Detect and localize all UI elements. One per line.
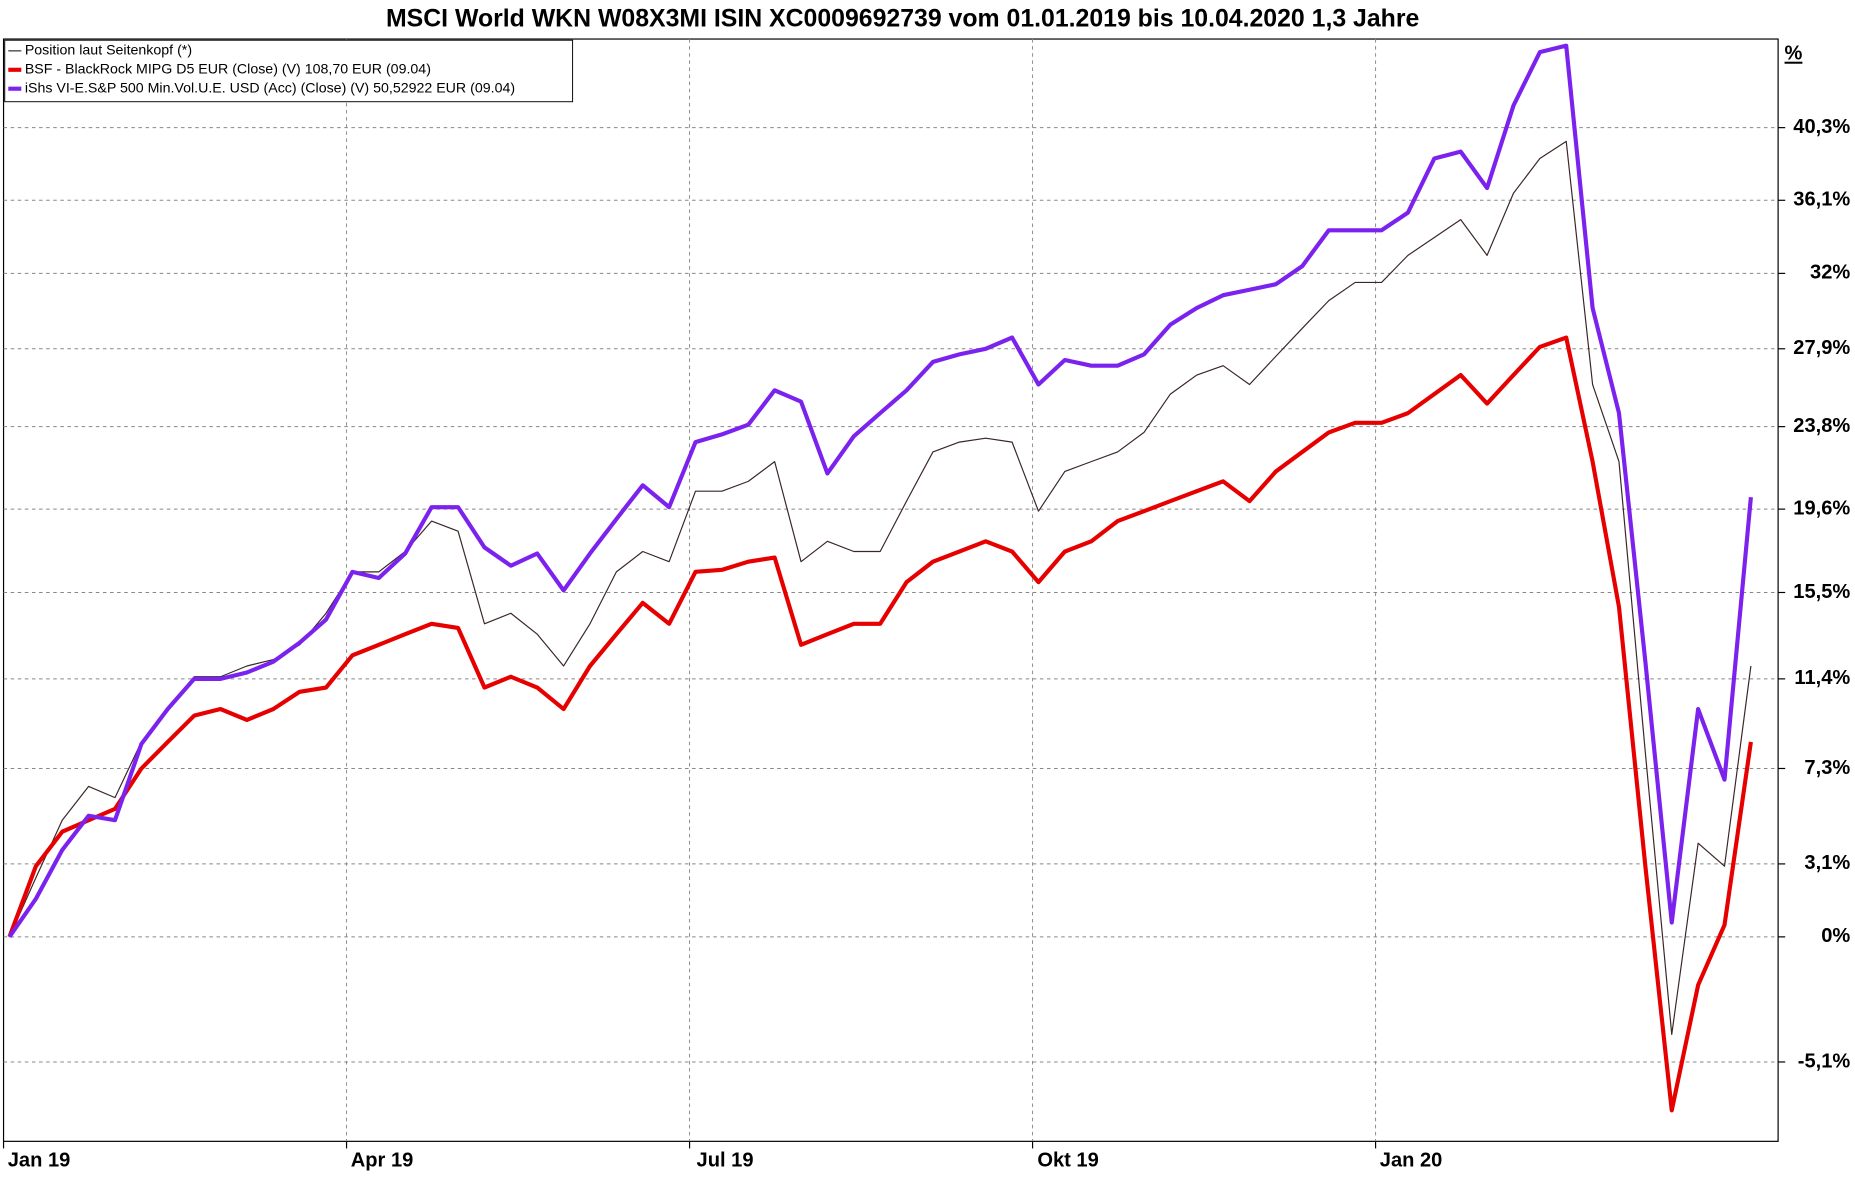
y-tick-label: 3,1% (1804, 852, 1850, 874)
y-axis-label: % (1785, 43, 1803, 65)
series-line (7, 43, 1753, 939)
y-tick-label: -5,1% (1798, 1050, 1851, 1072)
chart-title: MSCI World WKN W08X3MI ISIN XC0009692739… (386, 6, 1419, 33)
y-tick-label: 11,4% (1794, 667, 1850, 689)
y-tick-label: 7,3% (1804, 757, 1850, 779)
y-tick-label: 32% (1810, 262, 1850, 284)
x-tick-label: Jan 19 (8, 1150, 71, 1172)
x-tick-label: Jul 19 (697, 1150, 754, 1172)
legend-box (4, 39, 574, 103)
plot-frame (2, 38, 1779, 1142)
y-tick-label: 23,8% (1793, 415, 1850, 437)
y-tick-label: 40,3% (1793, 116, 1850, 138)
x-tick-label: Okt 19 (1037, 1150, 1098, 1172)
y-tick-label: 0% (1821, 925, 1850, 947)
legend-label: Position laut Seitenkopf (*) (25, 43, 192, 59)
x-tick-label: Jan 20 (1380, 1150, 1443, 1172)
legend-label: iShs VI-E.S&P 500 Min.Vol.U.E. USD (Acc)… (25, 80, 515, 96)
series-line (7, 335, 1753, 1113)
y-tick-label: 36,1% (1793, 189, 1850, 211)
legend-label: BSF - BlackRock MIPG D5 EUR (Close) (V) … (25, 62, 431, 78)
legend: Position laut Seitenkopf (*) BSF - BlackR… (4, 39, 574, 103)
y-tick-label: 19,6% (1793, 497, 1850, 519)
y-tick-label: 15,5% (1793, 581, 1850, 603)
y-tick-label: 27,9% (1793, 337, 1850, 359)
x-tick-label: Apr 19 (351, 1150, 414, 1172)
